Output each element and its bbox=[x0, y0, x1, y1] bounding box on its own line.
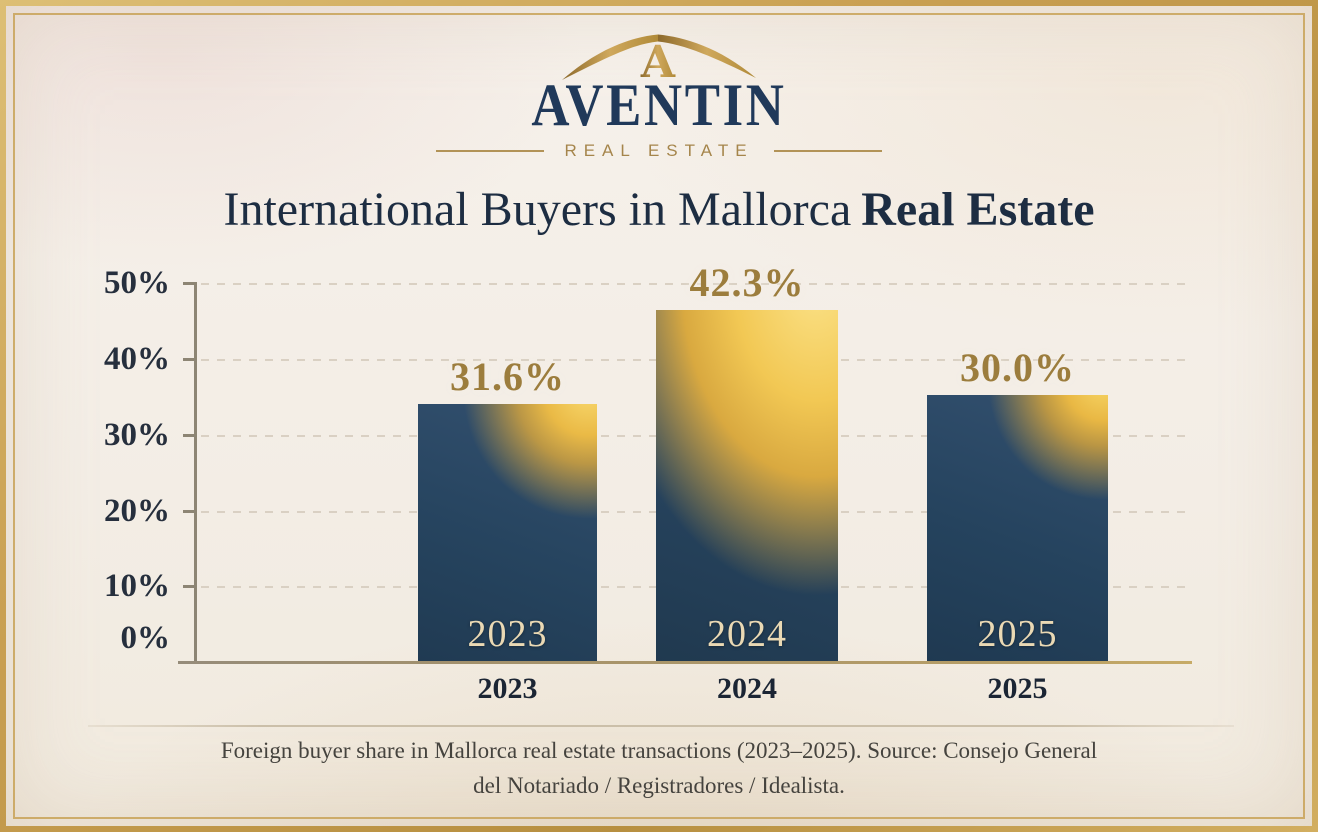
x-axis-label-2025: 2025 bbox=[987, 672, 1048, 705]
brand-tagline-text: REAL ESTATE bbox=[564, 141, 754, 160]
footer-divider bbox=[88, 725, 1234, 727]
brand-tagline: REAL ESTATE bbox=[0, 141, 1318, 161]
axis-tick-30 bbox=[183, 434, 195, 437]
caption-line-1: Foreign buyer share in Mallorca real est… bbox=[220, 738, 1098, 763]
tagline-rule-right bbox=[773, 150, 882, 152]
gridline-50 bbox=[201, 283, 1191, 285]
logo-arch-icon: A bbox=[562, 34, 756, 80]
y-axis-label-30: 30% bbox=[104, 417, 170, 453]
brand-name: AVENTIN bbox=[531, 72, 787, 138]
x-axis-label-2023: 2023 bbox=[477, 672, 538, 705]
axis-tick-10 bbox=[183, 585, 195, 588]
y-axis-label-40: 40% bbox=[104, 341, 170, 377]
x-axis-line bbox=[178, 661, 1192, 664]
x-axis-label-2024: 2024 bbox=[717, 672, 777, 705]
bar-value-label-2025: 30.0% bbox=[960, 345, 1075, 390]
y-axis-label-20: 20% bbox=[104, 493, 170, 529]
bar-year-overlay-2024: 2024 bbox=[707, 613, 787, 655]
axis-tick-20 bbox=[183, 510, 195, 513]
bar-year-overlay-2023: 2023 bbox=[467, 613, 548, 655]
bar-2024: 2024 bbox=[656, 310, 838, 663]
bar-year-overlay-2025: 2025 bbox=[977, 613, 1058, 655]
y-axis-line bbox=[194, 282, 197, 663]
axis-tick-50 bbox=[183, 282, 195, 285]
chart-title-regular: International Buyers in Mallorca bbox=[223, 183, 852, 236]
bar-2025: 2025 bbox=[927, 395, 1108, 663]
axis-tick-40 bbox=[183, 358, 195, 361]
y-axis-label-10: 10% bbox=[104, 568, 170, 604]
chart-title-bold: Real Estate bbox=[861, 183, 1095, 236]
caption-line-2: del Notariado / Registradores / Idealist… bbox=[473, 773, 845, 798]
y-axis-label-50: 50% bbox=[104, 265, 170, 301]
bar-value-label-2024: 42.3% bbox=[689, 260, 805, 305]
bar-value-label-2023: 31.6% bbox=[450, 354, 565, 399]
tagline-rule-left bbox=[436, 150, 545, 152]
chart-title: International Buyers in Mallorca Real Est… bbox=[0, 182, 1318, 238]
logo-letter-a: A bbox=[640, 37, 676, 80]
bar-2023: 2023 bbox=[418, 404, 597, 663]
y-axis-label-0: 0% bbox=[120, 620, 171, 656]
